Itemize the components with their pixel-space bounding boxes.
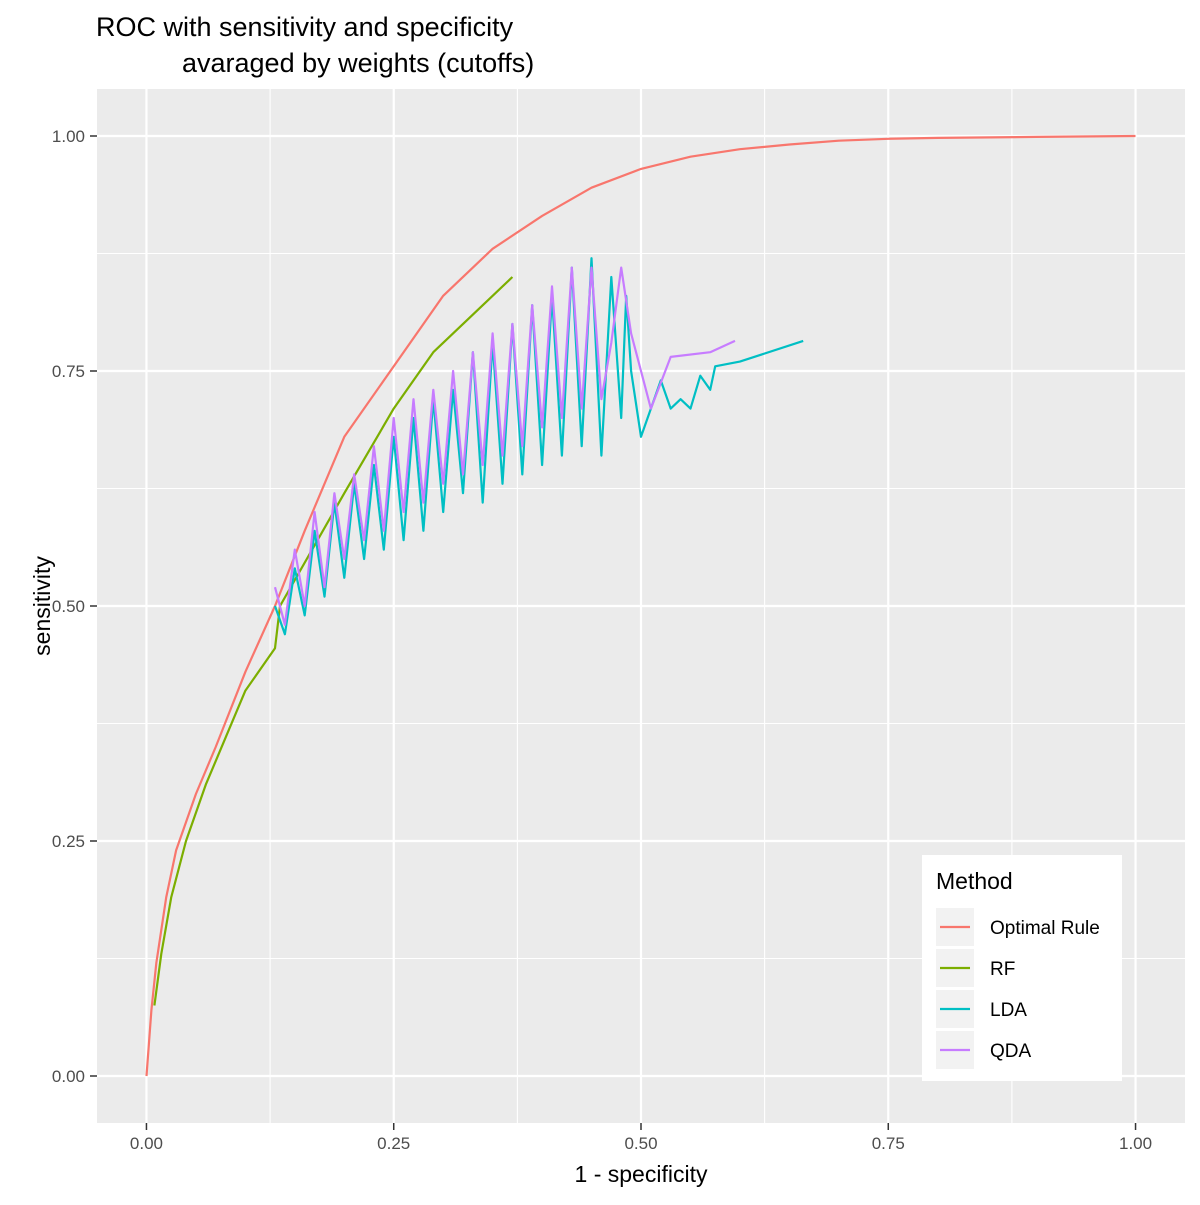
y-tick-label: 0.75 xyxy=(52,362,85,381)
x-tick-label: 0.50 xyxy=(624,1134,657,1153)
chart-title-line2: avaraged by weights (cutoffs) xyxy=(182,48,534,78)
legend-title: Method xyxy=(936,868,1013,894)
grid-layer xyxy=(97,89,1185,1123)
x-tick-label: 0.25 xyxy=(377,1134,410,1153)
y-tick-label: 0.25 xyxy=(52,832,85,851)
legend-label-optimal-rule: Optimal Rule xyxy=(990,918,1100,939)
x-tick-label: 0.75 xyxy=(872,1134,905,1153)
legend-label-qda: QDA xyxy=(990,1041,1032,1062)
legend-items: Optimal Rule RF LDA QDA xyxy=(936,908,1100,1069)
y-tick-label: 1.00 xyxy=(52,127,85,146)
legend-label-lda: LDA xyxy=(990,1000,1027,1021)
y-tick-label: 0.50 xyxy=(52,597,85,616)
x-tick-label: 0.00 xyxy=(130,1134,163,1153)
series-layer xyxy=(145,134,1136,1077)
y-axis-label: sensitivity xyxy=(29,556,55,656)
y-tick-label: 0.00 xyxy=(52,1067,85,1086)
legend: Method Optimal Rule RF LDA QDA xyxy=(922,855,1122,1081)
axis-layer: 0.00 0.25 0.50 0.75 1.00 0.00 0.25 0.50 0.75 1.00 xyxy=(52,127,1152,1153)
series-line-optimal-rule xyxy=(145,134,1136,1077)
chart-title-line1: ROC with sensitivity and specificity xyxy=(96,12,514,42)
series-line-rf xyxy=(153,276,514,1006)
x-axis-label: 1 - specificity xyxy=(575,1161,708,1187)
legend-label-rf: RF xyxy=(990,959,1015,980)
x-tick-label: 1.00 xyxy=(1119,1134,1152,1153)
series-line-qda xyxy=(273,266,736,626)
